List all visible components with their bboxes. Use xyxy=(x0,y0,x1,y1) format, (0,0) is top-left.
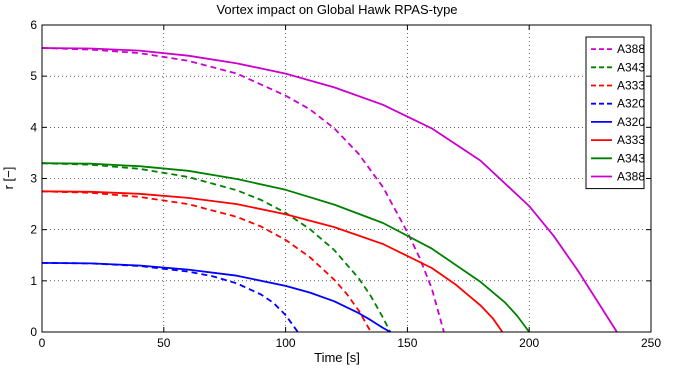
x-tick-label: 100 xyxy=(276,336,296,350)
chart-title: Vortex impact on Global Hawk RPAS-type xyxy=(216,2,457,17)
x-tick-label: 250 xyxy=(641,336,661,350)
y-tick-label: 3 xyxy=(30,172,37,186)
x-tick-label: 150 xyxy=(397,336,417,350)
legend-label: A333 xyxy=(617,79,645,93)
legend-label: A333 xyxy=(617,133,645,147)
y-tick-label: 2 xyxy=(30,223,37,237)
x-tick-label: 200 xyxy=(519,336,539,350)
y-tick-label: 6 xyxy=(30,18,37,32)
x-axis-label: Time [s] xyxy=(314,350,360,365)
x-tick-label: 0 xyxy=(39,336,46,350)
legend-label: A320 xyxy=(617,115,645,129)
y-axis-label: r [−] xyxy=(1,167,16,190)
legend-label: A388 xyxy=(617,170,645,184)
y-tick-label: 4 xyxy=(30,120,37,134)
y-tick-label: 5 xyxy=(30,69,37,83)
y-tick-label: 0 xyxy=(30,325,37,339)
legend-label: A343 xyxy=(617,60,645,74)
legend-label: A388 xyxy=(617,42,645,56)
x-tick-label: 50 xyxy=(157,336,171,350)
legend-label: A343 xyxy=(617,151,645,165)
y-tick-label: 1 xyxy=(30,274,37,288)
legend-label: A320 xyxy=(617,97,645,111)
